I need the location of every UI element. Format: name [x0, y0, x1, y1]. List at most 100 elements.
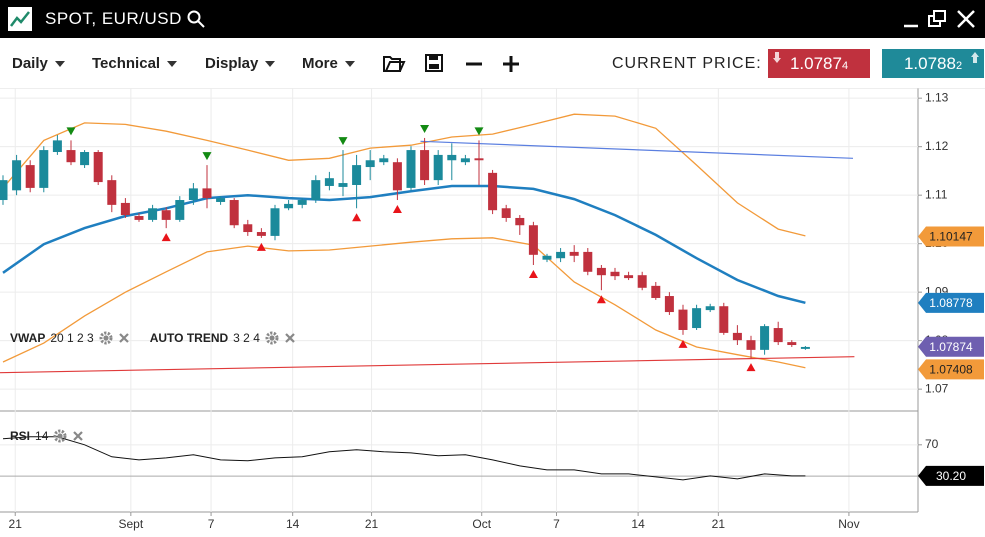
- settings-button[interactable]: [53, 429, 67, 443]
- candle-body: [637, 275, 647, 288]
- buy-signal: [256, 242, 266, 251]
- indicator-line: [2, 113, 806, 237]
- legend-item: AUTO TREND 3 2 4: [150, 331, 296, 345]
- candle-body: [787, 342, 797, 346]
- candle-body: [256, 232, 266, 236]
- candle-body: [161, 210, 171, 220]
- remove-button[interactable]: [118, 332, 130, 344]
- zoom-in-button[interactable]: [503, 56, 519, 72]
- rsi-line: [2, 436, 806, 481]
- candle-body: [338, 183, 348, 187]
- app-logo: [8, 7, 32, 31]
- ask-pip: 2: [955, 60, 963, 72]
- bid-main: 1.0787: [789, 54, 842, 73]
- price-tag: [918, 292, 984, 313]
- candle-body: [134, 216, 144, 220]
- indicator-params: 3 2 4: [233, 331, 260, 345]
- restore-button[interactable]: [928, 10, 946, 27]
- indicator-legend: RSI 14: [10, 429, 98, 443]
- candle-body: [175, 200, 185, 220]
- candle-body: [39, 150, 49, 188]
- candle-body: [664, 296, 674, 313]
- menu-button[interactable]: Daily: [12, 55, 65, 72]
- candle-body: [93, 152, 103, 183]
- candle-body: [556, 251, 566, 259]
- candle-body: [284, 203, 294, 209]
- y-tick-label: 70: [925, 437, 939, 451]
- candle-body: [501, 208, 511, 218]
- menu-button[interactable]: Technical: [92, 55, 177, 72]
- bid-price[interactable]: 1.07874: [768, 49, 870, 78]
- buy-signal: [596, 295, 606, 304]
- candle-body: [270, 208, 280, 236]
- candle-body: [66, 150, 76, 163]
- candle-body: [202, 188, 212, 199]
- sell-signal: [338, 137, 348, 146]
- candle-body: [365, 160, 375, 168]
- close-button[interactable]: [957, 10, 975, 28]
- settings-button[interactable]: [99, 331, 113, 345]
- remove-button[interactable]: [284, 332, 296, 344]
- x-tick-label: 14: [286, 517, 300, 531]
- candle-body: [515, 217, 525, 226]
- price-tag-label: 1.08778: [929, 296, 973, 310]
- candle-body: [719, 306, 729, 333]
- candle-body: [148, 208, 158, 220]
- candle-body: [528, 225, 538, 255]
- candle-body: [692, 308, 702, 329]
- y-tick-label: 1.11: [925, 187, 948, 201]
- x-tick-label: 21: [9, 517, 23, 531]
- price-tag-label: 1.07408: [929, 363, 973, 377]
- indicator-legend: VWAP 20 1 2 3 AUTO TREND 3 2 4: [10, 331, 310, 345]
- candle-body: [732, 332, 742, 341]
- x-tick-label: Nov: [838, 517, 859, 531]
- menu-button[interactable]: More: [302, 55, 355, 72]
- candle-body: [651, 285, 661, 298]
- price-tag: [918, 336, 984, 357]
- candle-body: [610, 271, 620, 277]
- sell-signal: [66, 127, 76, 136]
- y-tick-label: 1.07: [925, 381, 949, 395]
- candle-body: [0, 180, 8, 201]
- candle-body: [188, 188, 198, 201]
- candle-body: [760, 326, 770, 350]
- legend-item: VWAP 20 1 2 3: [10, 331, 130, 345]
- candle-body: [406, 150, 416, 188]
- title-bar: SPOT, EUR/USD: [0, 0, 985, 38]
- candle-body: [12, 160, 22, 191]
- ask-price[interactable]: 1.07882: [882, 49, 984, 78]
- price-tag: [918, 465, 984, 486]
- candle-body: [297, 200, 307, 205]
- candle-body: [678, 309, 688, 330]
- x-tick-label: Oct: [472, 517, 491, 531]
- save-button[interactable]: [425, 54, 443, 72]
- candle-body: [392, 162, 402, 191]
- sell-signal: [202, 152, 212, 161]
- menu-button[interactable]: Display: [205, 55, 275, 72]
- open-button[interactable]: [383, 56, 406, 72]
- remove-button[interactable]: [72, 430, 84, 442]
- price-tag: [918, 359, 984, 380]
- search-button[interactable]: [186, 9, 206, 29]
- price-tag-label: 1.07874: [929, 340, 973, 354]
- candle-body: [25, 165, 35, 188]
- candle-body: [474, 158, 484, 161]
- indicator-line: [0, 356, 855, 374]
- candle-body: [420, 150, 430, 181]
- candle-body: [80, 152, 90, 166]
- toolbar: Daily Technical Display More CURRENT PRI…: [0, 38, 985, 88]
- x-tick-label: 21: [365, 517, 379, 531]
- settings-button[interactable]: [265, 331, 279, 345]
- price-tag-label: 1.10147: [929, 230, 973, 244]
- indicator-name: RSI: [10, 429, 31, 443]
- x-tick-label: 7: [553, 517, 560, 531]
- window-title: SPOT, EUR/USD: [45, 9, 182, 28]
- buy-signal: [746, 363, 756, 372]
- indicator-name: AUTO TREND: [149, 331, 229, 345]
- ask-main: 1.0788: [903, 54, 956, 73]
- sell-signal: [420, 124, 430, 133]
- y-tick-label: 1.13: [925, 90, 949, 104]
- candle-body: [542, 255, 552, 260]
